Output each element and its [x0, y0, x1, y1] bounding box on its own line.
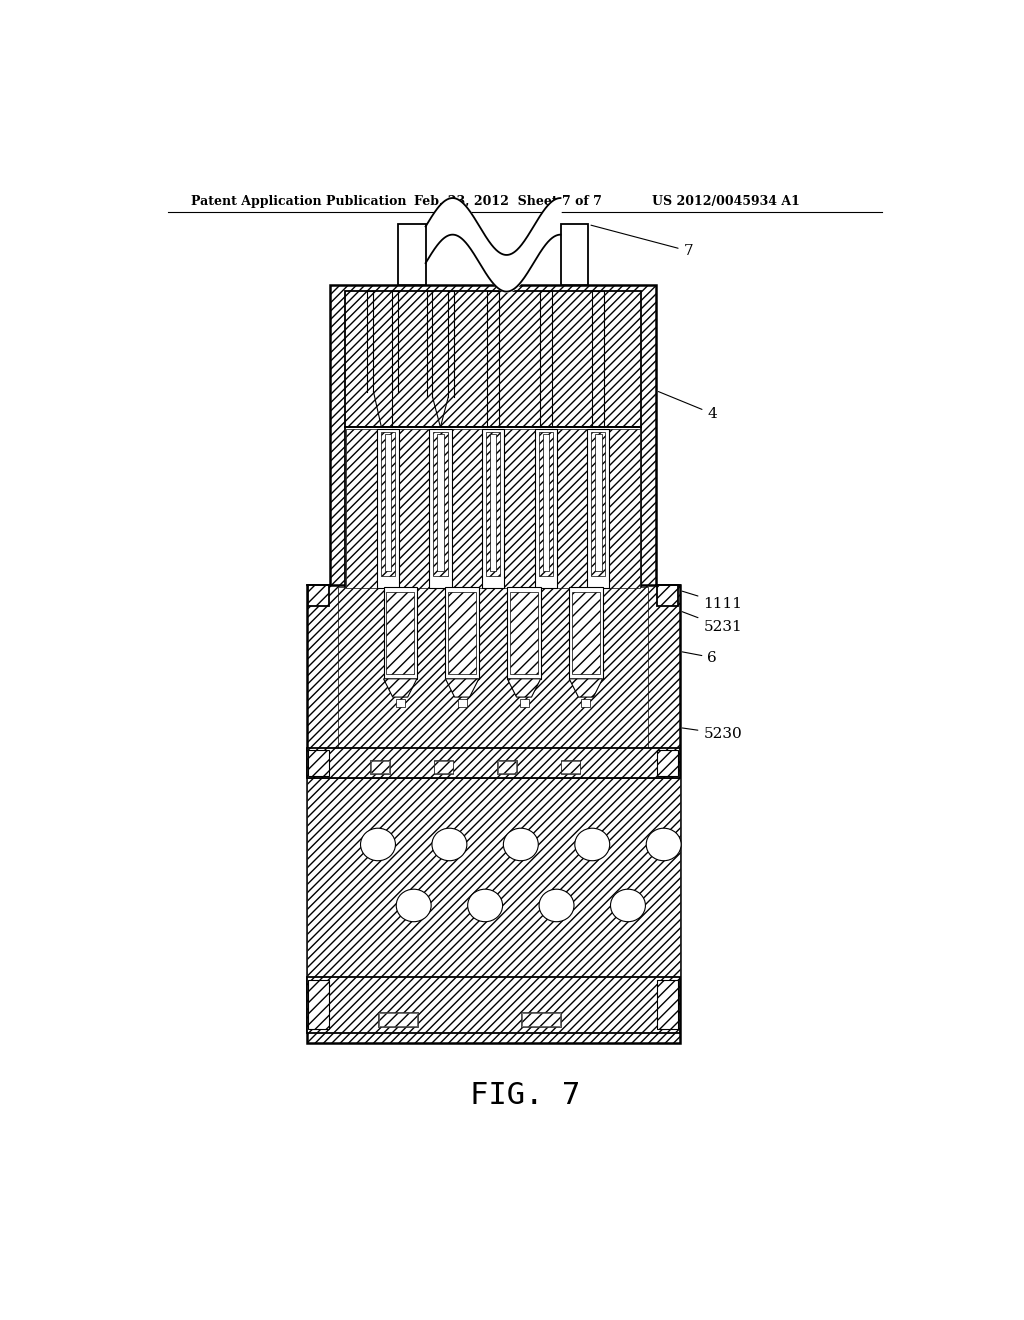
Text: US 2012/0045934 A1: US 2012/0045934 A1	[652, 195, 800, 209]
Polygon shape	[560, 224, 588, 285]
Polygon shape	[657, 750, 678, 776]
Polygon shape	[331, 285, 655, 601]
Polygon shape	[433, 760, 454, 775]
Polygon shape	[445, 678, 479, 697]
Polygon shape	[560, 760, 581, 775]
Polygon shape	[521, 1014, 560, 1027]
Polygon shape	[571, 593, 600, 673]
Ellipse shape	[432, 828, 467, 861]
Ellipse shape	[360, 828, 395, 861]
Polygon shape	[306, 977, 680, 1032]
Text: 1111: 1111	[682, 591, 742, 611]
Ellipse shape	[610, 890, 645, 921]
Polygon shape	[657, 979, 678, 1030]
Text: 5230: 5230	[682, 727, 742, 741]
Polygon shape	[345, 428, 641, 590]
Polygon shape	[434, 762, 453, 774]
Polygon shape	[497, 760, 517, 775]
Polygon shape	[306, 748, 680, 779]
Polygon shape	[498, 762, 516, 774]
Polygon shape	[433, 433, 447, 576]
Ellipse shape	[468, 890, 503, 921]
Polygon shape	[346, 429, 640, 589]
Text: 4: 4	[658, 392, 717, 421]
Polygon shape	[519, 700, 528, 708]
Polygon shape	[437, 434, 443, 572]
Text: 5231: 5231	[682, 611, 742, 634]
Ellipse shape	[539, 890, 574, 921]
Polygon shape	[569, 678, 602, 697]
Polygon shape	[458, 700, 467, 708]
Polygon shape	[482, 429, 504, 589]
Polygon shape	[561, 762, 580, 774]
Ellipse shape	[504, 828, 539, 861]
Polygon shape	[338, 587, 648, 758]
Polygon shape	[371, 762, 389, 774]
Polygon shape	[657, 585, 678, 606]
Polygon shape	[379, 1014, 417, 1027]
Polygon shape	[384, 587, 417, 678]
Polygon shape	[381, 433, 395, 576]
Polygon shape	[521, 1012, 560, 1027]
Polygon shape	[447, 593, 476, 673]
Polygon shape	[378, 1012, 418, 1027]
Polygon shape	[595, 434, 601, 572]
Polygon shape	[397, 224, 426, 285]
Polygon shape	[582, 700, 591, 708]
Polygon shape	[543, 434, 549, 572]
Ellipse shape	[396, 890, 431, 921]
Text: Patent Application Publication: Patent Application Publication	[191, 195, 407, 209]
Polygon shape	[345, 290, 641, 428]
Polygon shape	[370, 760, 390, 775]
Polygon shape	[386, 593, 415, 673]
Polygon shape	[308, 750, 329, 776]
Polygon shape	[385, 434, 391, 572]
Polygon shape	[507, 678, 541, 697]
Polygon shape	[445, 587, 479, 678]
Polygon shape	[535, 429, 557, 589]
Polygon shape	[489, 434, 497, 572]
Polygon shape	[539, 433, 553, 576]
Polygon shape	[308, 979, 329, 1030]
Text: 6: 6	[682, 651, 717, 664]
Ellipse shape	[646, 828, 681, 861]
Text: FIG. 7: FIG. 7	[470, 1081, 580, 1110]
Polygon shape	[507, 587, 541, 678]
Polygon shape	[486, 433, 500, 576]
Polygon shape	[308, 585, 329, 606]
Polygon shape	[587, 429, 609, 589]
Text: 7: 7	[591, 226, 693, 257]
Polygon shape	[429, 429, 452, 589]
Text: Feb. 23, 2012  Sheet 7 of 7: Feb. 23, 2012 Sheet 7 of 7	[414, 195, 601, 209]
Polygon shape	[306, 779, 680, 977]
Polygon shape	[569, 587, 602, 678]
Polygon shape	[306, 585, 680, 1043]
Polygon shape	[377, 429, 399, 589]
Polygon shape	[395, 700, 404, 708]
Polygon shape	[591, 433, 605, 576]
Polygon shape	[384, 678, 417, 697]
Ellipse shape	[574, 828, 609, 861]
Polygon shape	[510, 593, 539, 673]
